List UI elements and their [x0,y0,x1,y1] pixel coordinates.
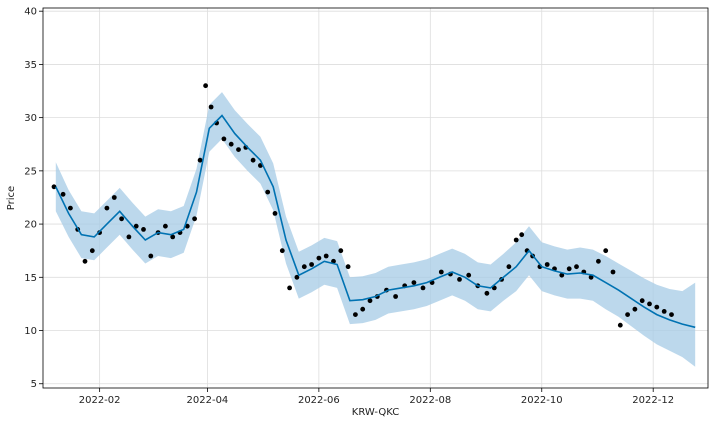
observed-point [104,205,110,211]
y-tick-label: 10 [24,326,37,337]
observed-point [60,191,66,197]
observed-point [466,272,472,278]
x-tick-label: 2022-06 [298,395,340,406]
observed-point [345,264,351,270]
observed-point [323,253,329,259]
observed-point [265,189,271,195]
observed-point [338,248,344,254]
observed-point [197,157,203,163]
observed-point [457,277,462,282]
observed-point [279,248,285,254]
observed-point [148,253,154,259]
observed-point [184,223,190,229]
observed-point [228,141,234,147]
y-tick-label: 20 [24,220,37,231]
observed-point [484,290,490,296]
y-tick-label: 30 [24,113,37,124]
x-tick-label: 2022-02 [79,395,121,406]
x-axis-label: KRW-QKC [352,407,399,418]
observed-point [393,294,398,299]
observed-point [316,255,322,261]
x-tick-label: 2022-10 [521,395,563,406]
observed-point [420,285,426,291]
observed-point [111,195,117,200]
observed-point [367,298,373,304]
forecast-line [55,114,696,329]
observed-point [566,266,572,272]
observed-point [603,248,609,254]
observed-point [163,223,168,229]
observed-point [89,248,95,254]
y-tick-label: 35 [24,60,37,71]
observed-point [544,262,550,267]
observed-point [647,301,652,307]
observed-point [559,272,565,278]
observed-point [411,280,417,285]
observed-point [119,216,124,222]
observed-point [309,262,314,267]
x-tick-label: 2022-08 [409,395,451,406]
x-axis: 2022-02 2022-04 2022-06 2022-08 2022-10 2022-… [79,388,674,406]
observed-point [506,264,512,270]
observed-point [654,304,660,310]
observed-point [208,104,214,110]
observed-point [170,234,176,240]
x-tick-label: 2022-04 [187,395,229,406]
observed-point [294,274,300,280]
observed-point [632,306,638,312]
y-axis: 5 10 15 20 25 30 35 40 [24,7,43,390]
y-tick-label: 40 [24,7,37,18]
observed-point [617,322,623,328]
observed-point [126,234,132,240]
observed-point [133,223,139,229]
observed-point [221,136,227,142]
y-tick-label: 25 [24,166,37,177]
observed-point [192,216,198,222]
observed-point [82,258,88,264]
observed-point [610,269,616,275]
observed-point [51,184,57,190]
x-tick-label: 2022-12 [632,395,674,406]
observed-point [513,237,519,243]
observed-point [272,211,278,216]
grid [43,8,708,388]
observed-point [360,306,366,312]
observed-point [438,269,444,275]
observed-point [625,312,630,317]
observed-point [661,309,667,314]
observed-point [203,83,209,89]
observed-point [141,227,146,232]
observed-point [287,285,292,291]
observed-point [68,205,73,211]
observed-point [353,312,358,317]
observed-point [236,147,241,153]
observed-point [250,157,256,163]
y-axis-label: Price [6,186,17,210]
observed-point [519,232,525,238]
observed-point [588,274,594,280]
y-tick-label: 5 [31,379,37,390]
observed-point [639,298,645,304]
plot-frame [42,7,709,389]
observed-point [669,312,674,317]
observed-point [596,258,601,264]
observed-point [574,264,579,270]
y-tick-label: 15 [24,273,37,284]
forecast-path [55,114,696,329]
observed-point [301,264,307,270]
